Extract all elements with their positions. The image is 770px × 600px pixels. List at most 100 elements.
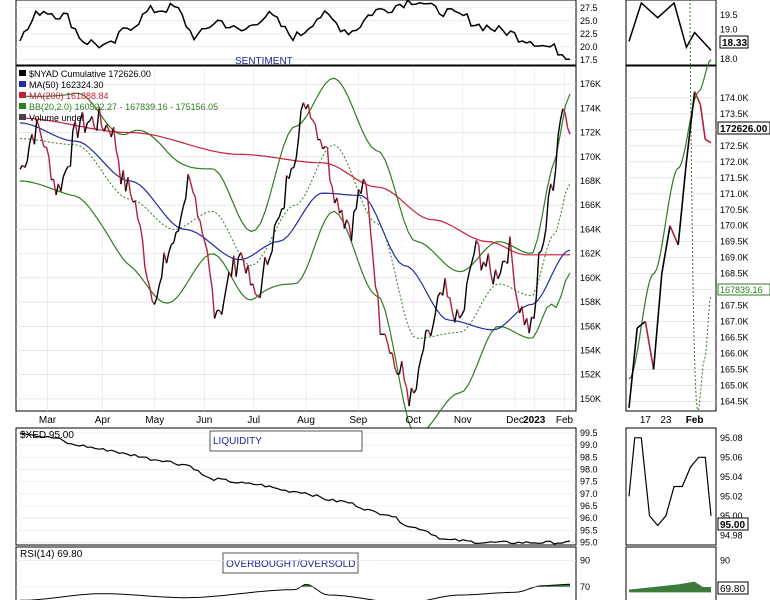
nyad-segment bbox=[447, 296, 451, 299]
nyad-segment bbox=[353, 208, 357, 213]
nyad-segment bbox=[478, 244, 482, 271]
nyad-segment bbox=[297, 110, 302, 138]
rsi-tick-label: 70 bbox=[580, 582, 590, 592]
main-x-label: Apr bbox=[95, 415, 111, 426]
nyad-segment bbox=[365, 183, 369, 204]
right-nyad-segment bbox=[693, 91, 702, 105]
liquidity-gridlines bbox=[16, 432, 576, 543]
main-right-gridlines bbox=[626, 97, 716, 402]
main-right-tick-label: 170.5K bbox=[720, 205, 749, 215]
nyad-segment bbox=[48, 156, 52, 180]
sentiment-tick-label: 20.0 bbox=[580, 42, 598, 52]
nyad-segment bbox=[480, 261, 485, 271]
main-x-label: Jun bbox=[196, 415, 212, 426]
legend-entry: $NYAD Cumulative 172626.00 bbox=[29, 69, 151, 79]
nyad-segment bbox=[98, 106, 103, 127]
liquidity-right-tick-label: 95.06 bbox=[720, 452, 743, 462]
main-right-ticks: 174.0K173.5K173.0K172.5K172.0K171.5K171.… bbox=[720, 93, 749, 406]
main-y-tick-label: 152K bbox=[580, 370, 601, 380]
nyad-cumulative-line bbox=[19, 102, 571, 407]
nyad-segment bbox=[310, 117, 314, 122]
nyad-segment bbox=[391, 352, 396, 368]
nyad-segment bbox=[137, 218, 141, 226]
sentiment-tick-label: 27.5 bbox=[580, 3, 598, 13]
bb-mid-value-box bbox=[717, 283, 770, 296]
main-y-tick-label: 150K bbox=[580, 394, 601, 404]
nyad-segment bbox=[197, 216, 201, 222]
nyad-segment bbox=[139, 225, 144, 240]
right-nyad-segment bbox=[636, 320, 646, 329]
nyad-segment bbox=[521, 306, 526, 326]
nyad-segment bbox=[254, 293, 259, 297]
right-nyad-segment bbox=[644, 321, 655, 370]
nyad-segment bbox=[463, 284, 468, 310]
main-x-label: Dec bbox=[506, 415, 524, 426]
nyad-segment bbox=[466, 272, 470, 285]
liquidity-tick-label: 99.0 bbox=[580, 440, 598, 450]
main-x-label: Oct bbox=[405, 415, 421, 426]
main-y-tick-label: 176K bbox=[580, 79, 601, 89]
nyad-segment bbox=[408, 387, 413, 407]
nyad-segment bbox=[173, 231, 177, 243]
main-y-tick-label: 164K bbox=[580, 224, 601, 234]
rsi-right-ticks: 90 bbox=[720, 555, 730, 565]
legend-swatch bbox=[19, 81, 26, 87]
nyad-segment bbox=[293, 158, 297, 168]
nyad-segment bbox=[355, 189, 360, 209]
nyad-segment bbox=[405, 387, 410, 407]
main-y-tick-label: 160K bbox=[580, 273, 601, 283]
legend-swatch bbox=[19, 92, 26, 98]
nyad-segment bbox=[204, 241, 209, 252]
liquidity-last-value: 95.00 bbox=[720, 520, 745, 531]
sentiment-right-tick-label: 19.0 bbox=[720, 25, 738, 35]
nyad-segment bbox=[331, 186, 336, 204]
nyad-segment bbox=[562, 108, 566, 114]
nyad-segment bbox=[153, 297, 158, 305]
nyad-segment bbox=[273, 220, 278, 226]
nyad-segment bbox=[432, 312, 437, 326]
nyad-segment bbox=[105, 124, 110, 131]
nyad-segment bbox=[33, 119, 38, 145]
main-right-tick-label: 167.0K bbox=[720, 317, 749, 327]
nyad-segment bbox=[252, 283, 257, 294]
nyad-segment bbox=[175, 230, 179, 233]
nyad-segment bbox=[291, 166, 294, 170]
liquidity-tick-label: 96.0 bbox=[580, 513, 598, 523]
nyad-segment bbox=[360, 178, 365, 194]
nyad-segment bbox=[233, 255, 237, 277]
nyad-segment bbox=[240, 252, 245, 261]
nyad-segment bbox=[124, 177, 129, 192]
nyad-segment bbox=[456, 309, 461, 319]
legend-swatch bbox=[19, 70, 26, 76]
nyad-segment bbox=[415, 368, 420, 390]
nyad-segment bbox=[314, 124, 319, 140]
sentiment-tick-label: 17.5 bbox=[580, 55, 598, 65]
nyad-segment bbox=[545, 197, 550, 229]
nyad-segment bbox=[566, 127, 571, 135]
nyad-segment bbox=[475, 240, 480, 246]
nyad-segment bbox=[341, 209, 345, 229]
sentiment-panel: SENTIMENT 27.5 25.0 22.5 20.0 17.5 bbox=[15, 0, 598, 67]
main-right-x-label: 17 bbox=[640, 415, 652, 426]
nyad-segment bbox=[156, 284, 160, 298]
main-right-x-label: Feb bbox=[686, 415, 704, 426]
bb-middle-band bbox=[19, 138, 571, 339]
main-right-x-label: 23 bbox=[660, 415, 672, 426]
liquidity-series-line bbox=[19, 432, 571, 545]
main-right-tick-label: 165.5K bbox=[720, 364, 749, 374]
main-right-tick-label: 166.5K bbox=[720, 333, 749, 343]
nyad-segment bbox=[129, 193, 134, 203]
main-right-tick-label: 168.5K bbox=[720, 269, 749, 279]
rsi-right-tick-label: 90 bbox=[720, 555, 730, 565]
main-right-tick-label: 174.0K bbox=[720, 93, 749, 103]
nyad-segment bbox=[103, 124, 108, 132]
legend-entry: Volume undef bbox=[29, 113, 85, 123]
nyad-segment bbox=[374, 286, 379, 295]
liquidity-tick-label: 95.5 bbox=[580, 525, 598, 535]
nyad-segment bbox=[38, 127, 43, 139]
nyad-segment bbox=[369, 232, 374, 259]
liquidity-tick-label: 97.5 bbox=[580, 477, 598, 487]
nyad-segment bbox=[302, 102, 307, 110]
nyad-segment bbox=[242, 260, 247, 274]
rsi-last-value: 69.80 bbox=[720, 584, 745, 595]
